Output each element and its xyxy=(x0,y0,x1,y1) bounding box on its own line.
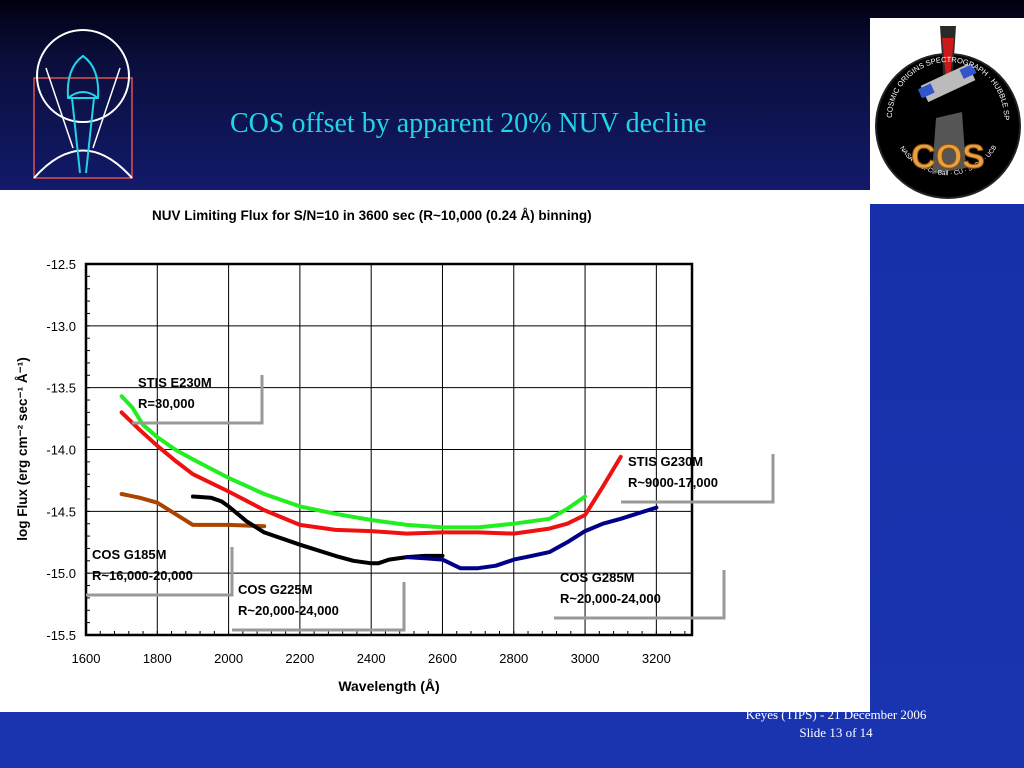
x-tick-label: 2000 xyxy=(214,651,243,666)
side-background xyxy=(870,190,1024,768)
annotation-callout: STIS E230M R=30,000 xyxy=(132,375,264,425)
y-tick-label: -14.5 xyxy=(46,504,76,519)
footer-slide-number: Slide 13 of 14 xyxy=(799,725,873,740)
cos-patch: COSMIC ORIGINS SPECTROGRAPH · HUBBLE SPA… xyxy=(867,11,1024,204)
series-line-cos-g285m xyxy=(404,505,659,571)
slide-footer: Keyes (TIPS) - 21 December 2006 Slide 13… xyxy=(736,706,936,742)
chart-panel xyxy=(0,190,870,712)
annotation-label-line2: R~20,000-24,000 xyxy=(238,603,339,618)
annotation-shadow xyxy=(232,582,406,632)
series-line-stis-e230m xyxy=(119,394,588,530)
axis-layer: 1600 1800 2000 2200 2400 2600 2800 3000 3200 -12.… xyxy=(46,257,694,666)
footer-background xyxy=(0,712,1024,768)
telescope-logo-icon xyxy=(33,29,133,179)
slide-title: COS offset by apparent 20% NUV decline xyxy=(230,108,707,139)
y-tick-label: -15.5 xyxy=(46,628,76,643)
x-tick-label: 2600 xyxy=(428,651,457,666)
annotation-shadow xyxy=(554,570,726,620)
annotation-label-line2: R~20,000-24,000 xyxy=(560,591,661,606)
chart-title: NUV Limiting Flux for S/N=10 in 3600 sec… xyxy=(152,208,592,223)
x-tick-label: 1800 xyxy=(143,651,172,666)
annotation-callout: COS G225M R~20,000-24,000 xyxy=(232,582,406,632)
header-background xyxy=(0,0,1024,190)
annotation-shadow xyxy=(621,454,775,504)
annotation-layer: STIS E230M R=30,000 STIS G230M R~9000-17,00… xyxy=(86,375,775,632)
annotation-label-line1: STIS E230M xyxy=(138,375,212,390)
x-tick-label: 2200 xyxy=(285,651,314,666)
y-tick-label: -15.0 xyxy=(46,566,76,581)
chart: 1600 1800 2000 2200 2400 2600 2800 3000 3200 -12.… xyxy=(15,257,775,694)
grid-layer xyxy=(86,264,692,635)
patch-wordmark: COS xyxy=(911,138,985,176)
series-layer xyxy=(119,394,659,571)
annotation-label-line1: COS G185M xyxy=(92,547,166,562)
y-tick-label: -13.0 xyxy=(46,319,76,334)
footer-author: Keyes (TIPS) - 21 December 2006 xyxy=(745,707,927,722)
annotation-label-line2: R~16,000-20,000 xyxy=(92,568,193,583)
annotation-shadow xyxy=(132,375,264,425)
x-tick-label: 3000 xyxy=(571,651,600,666)
y-tick-label: -13.5 xyxy=(46,381,76,396)
series-line-cos-g225m xyxy=(190,494,445,566)
series-line-cos-g185m xyxy=(119,492,267,529)
x-tick-label: 1600 xyxy=(72,651,101,666)
x-tick-label: 2400 xyxy=(357,651,386,666)
y-axis-label: log Flux (erg cm⁻² sec⁻¹ Å⁻¹) xyxy=(15,357,30,540)
annotation-callout: COS G185M R~16,000-20,000 xyxy=(86,547,234,597)
annotation-label-line1: COS G225M xyxy=(238,582,312,597)
x-tick-label: 2800 xyxy=(499,651,528,666)
cos-patch-icon: COSMIC ORIGINS SPECTROGRAPH · HUBBLE SPA… xyxy=(867,11,1021,199)
annotation-label-line1: COS G285M xyxy=(560,570,634,585)
series-line-stis-g230m xyxy=(119,410,623,536)
x-axis-label: Wavelength (Å) xyxy=(338,678,439,694)
annotation-callout: COS G285M R~20,000-24,000 xyxy=(554,570,726,620)
y-tick-label: -12.5 xyxy=(46,257,76,272)
annotation-label-line1: STIS G230M xyxy=(628,454,703,469)
annotation-label-line2: R=30,000 xyxy=(138,396,195,411)
x-tick-label: 3200 xyxy=(642,651,671,666)
annotation-label-line2: R~9000-17,000 xyxy=(628,475,718,490)
annotation-shadow xyxy=(86,547,234,597)
annotation-callout: STIS G230M R~9000-17,000 xyxy=(621,454,775,504)
y-tick-label: -14.0 xyxy=(46,443,76,458)
